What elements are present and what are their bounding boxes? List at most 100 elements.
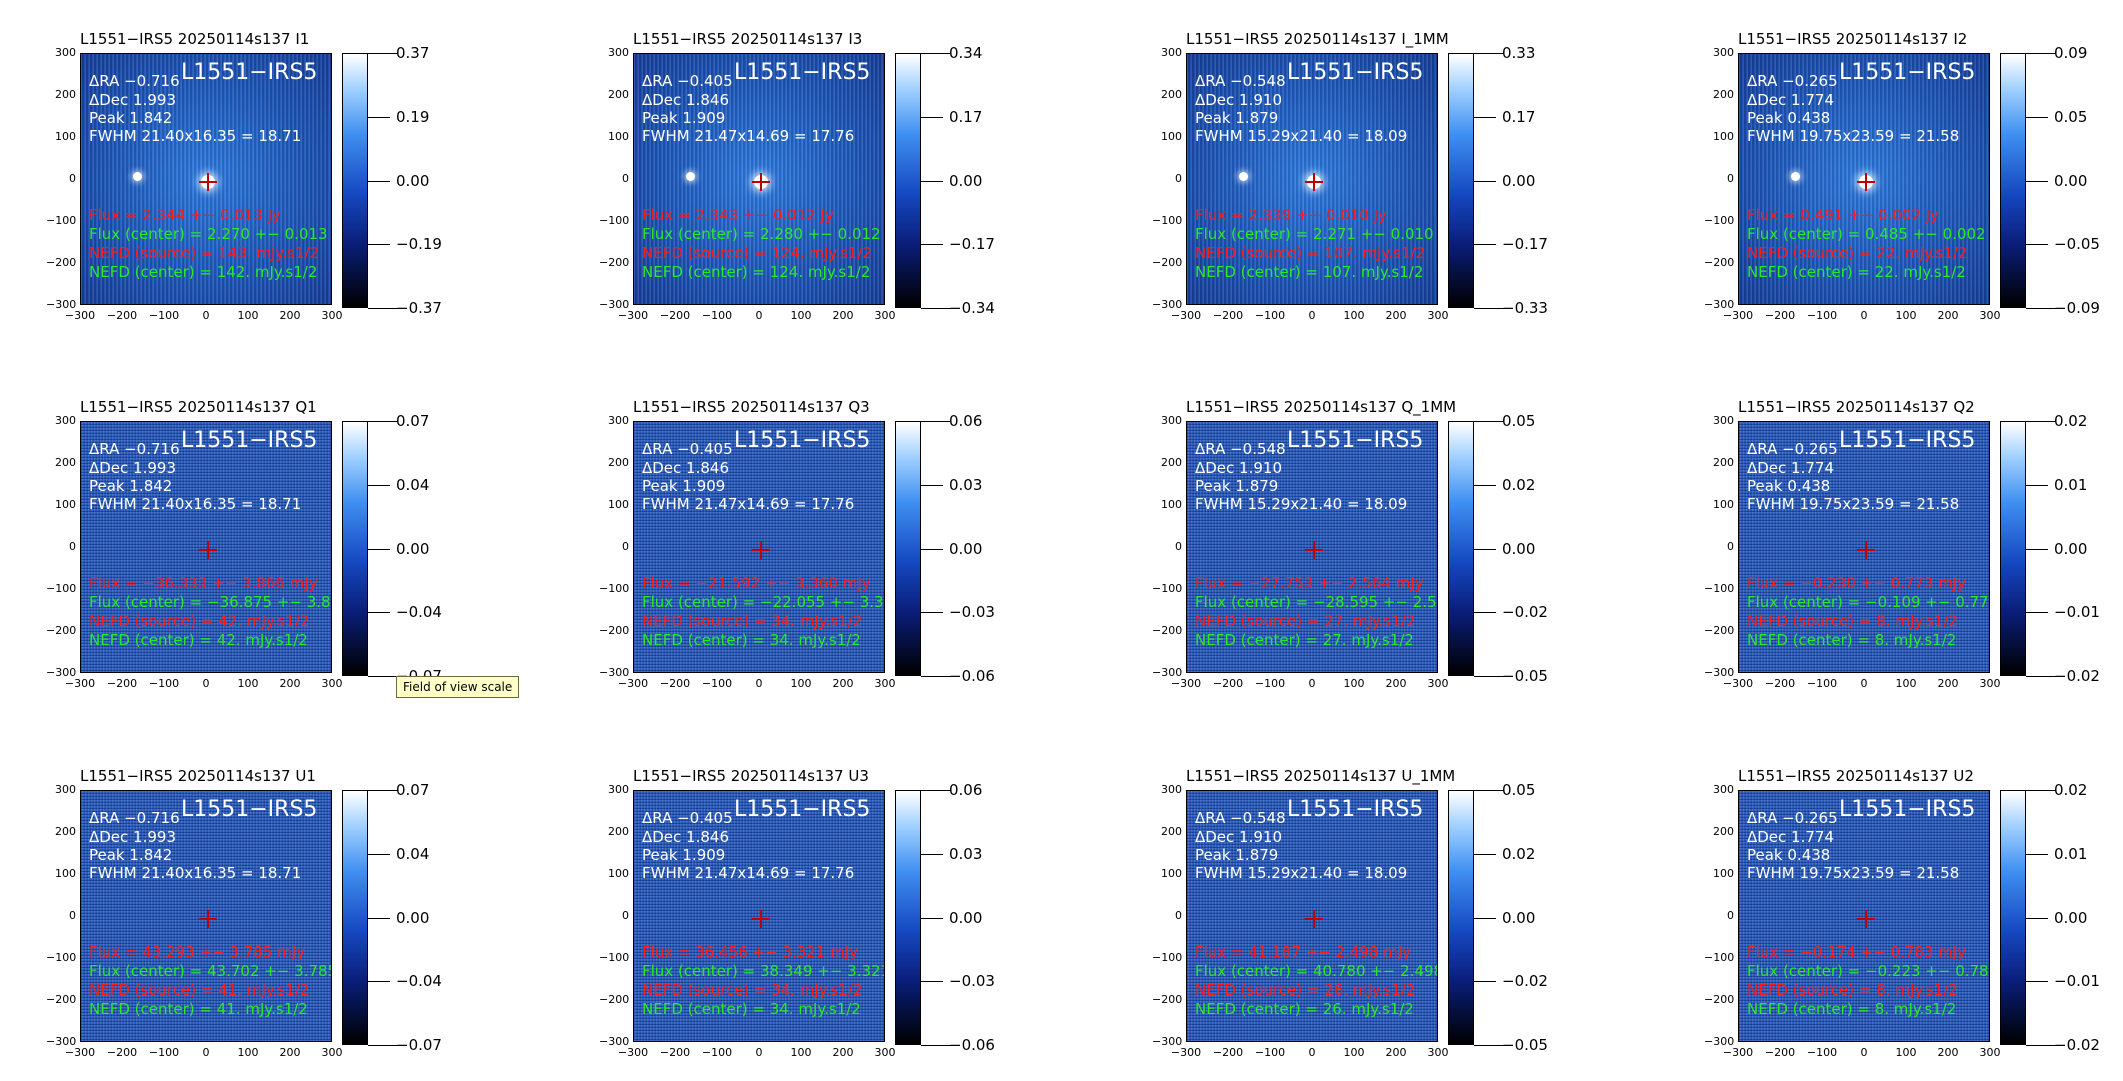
y-tick-label: 100 xyxy=(55,130,76,143)
colorbar-label: −0.02 xyxy=(2054,667,2100,685)
colorbar-label: −0.03 xyxy=(949,972,995,991)
x-tick-label: −200 xyxy=(1212,309,1244,322)
intensity-map[interactable]: L1551−IRS5 ΔRA −0.548 ΔDec 1.910 Peak 1.879… xyxy=(1186,790,1438,1042)
flux-line: Flux = 0.491 +− 0.002 Jy xyxy=(1747,206,1939,224)
nefd-center-line: NEFD (center) = 8. mJy.s1/2 xyxy=(1747,1000,1957,1018)
panel-title: L1551−IRS5 20250114s137 U1 xyxy=(80,767,316,785)
colorbar-label: −0.07 xyxy=(396,1036,442,1054)
x-tick-label: 200 xyxy=(279,677,301,690)
y-tick-label: −100 xyxy=(1152,951,1183,964)
y-tick-label: −200 xyxy=(599,993,630,1006)
flux-center-line: Flux (center) = 43.702 +− 3.785 mJy xyxy=(89,962,331,980)
colorbar-tick xyxy=(1474,116,1496,118)
panel-title: L1551−IRS5 20250114s137 I2 xyxy=(1738,30,1968,48)
nefd-source-line: NEFD (source) = 124. mJy.s1/2 xyxy=(642,244,872,262)
y-tick-label: 0 xyxy=(1175,909,1182,922)
colorbar-tick xyxy=(921,676,951,677)
nefd-source-line: NEFD (source) = 8. mJy.s1/2 xyxy=(1747,981,1958,999)
x-tick-label: 0 xyxy=(755,1046,763,1059)
companion-source-marker xyxy=(1791,172,1800,181)
source-info-line: Peak 0.438 xyxy=(1747,846,1831,864)
flux-line: Flux = 41.187 +− 2.498 mJy xyxy=(1195,943,1412,961)
y-tick-label: −100 xyxy=(599,951,630,964)
colorbar-tick xyxy=(2026,676,2056,677)
source-info-line: FWHM 21.47x14.69 = 17.76 xyxy=(642,864,855,882)
colorbar-label: 0.02 xyxy=(1502,844,1536,863)
y-tick-label: −100 xyxy=(1704,214,1735,227)
intensity-map[interactable]: L1551−IRS5 ΔRA −0.548 ΔDec 1.910 Peak 1.879… xyxy=(1186,421,1438,673)
y-tick-label: −100 xyxy=(46,214,77,227)
crosshair-vertical xyxy=(207,541,209,559)
source-info-line: ΔRA −0.265 xyxy=(1747,809,1838,827)
y-tick-label: 300 xyxy=(1161,46,1182,59)
crosshair-vertical xyxy=(1865,173,1867,191)
colorbar-tick xyxy=(921,917,943,919)
colorbar-tick xyxy=(921,790,951,791)
colorbar-tick xyxy=(921,612,943,614)
colorbar-label: 0.33 xyxy=(1502,44,1536,62)
y-tick-label: 200 xyxy=(55,456,76,469)
nefd-source-line: NEFD (source) = 34. mJy.s1/2 xyxy=(642,981,863,999)
nefd-source-line: NEFD (source) = 26. mJy.s1/2 xyxy=(1195,981,1416,999)
source-info-line: ΔRA −0.405 xyxy=(642,440,733,458)
y-tick-label: 0 xyxy=(1727,172,1734,185)
map-panel: L1551−IRS5 20250114s137 U1 L1551−IRS5 ΔRA … xyxy=(0,737,530,1067)
colorbar-tick xyxy=(1474,917,1496,919)
y-tick-label: 200 xyxy=(1161,456,1182,469)
crosshair-vertical xyxy=(1313,910,1315,928)
y-tick-label: −300 xyxy=(46,666,77,679)
flux-line: Flux = −36.333 +− 3.866 mJy xyxy=(89,574,318,592)
x-tick-label: 100 xyxy=(1343,1046,1365,1059)
x-tick-label: −300 xyxy=(64,677,96,690)
y-tick-label: −100 xyxy=(1704,582,1735,595)
colorbar-label: −0.37 xyxy=(396,299,442,317)
colorbar-tick xyxy=(1474,612,1496,614)
x-tick-label: −200 xyxy=(106,1046,138,1059)
source-info-line: ΔRA −0.548 xyxy=(1195,809,1286,827)
source-info-line: Peak 1.909 xyxy=(642,477,726,495)
intensity-map[interactable]: L1551−IRS5 ΔRA −0.265 ΔDec 1.774 Peak 0.438… xyxy=(1738,421,1990,673)
colorbar xyxy=(895,53,921,308)
source-info-line: ΔRA −0.265 xyxy=(1747,72,1838,90)
y-tick-label: −300 xyxy=(1152,666,1183,679)
intensity-map[interactable]: L1551−IRS5 ΔRA −0.548 ΔDec 1.910 Peak 1.879… xyxy=(1186,53,1438,305)
colorbar-tick xyxy=(1474,1045,1504,1046)
colorbar-label: 0.07 xyxy=(396,781,430,799)
intensity-map[interactable]: L1551−IRS5 ΔRA −0.265 ΔDec 1.774 Peak 0.438… xyxy=(1738,53,1990,305)
crosshair-vertical xyxy=(207,910,209,928)
intensity-map[interactable]: L1551−IRS5 ΔRA −0.716 ΔDec 1.993 Peak 1.842… xyxy=(80,53,332,305)
colorbar xyxy=(1448,421,1474,676)
panel-title: L1551−IRS5 20250114s137 Q3 xyxy=(633,398,870,416)
y-tick-label: −300 xyxy=(1152,298,1183,311)
colorbar-tick xyxy=(368,421,398,422)
intensity-map[interactable]: L1551−IRS5 ΔRA −0.265 ΔDec 1.774 Peak 0.438… xyxy=(1738,790,1990,1042)
y-tick-label: 100 xyxy=(1161,130,1182,143)
colorbar-label: −0.01 xyxy=(2054,972,2100,991)
flux-center-line: Flux (center) = 0.485 +− 0.002 Jy xyxy=(1747,225,1990,243)
x-tick-label: 200 xyxy=(832,677,854,690)
y-tick-label: 200 xyxy=(1161,825,1182,838)
crosshair-vertical xyxy=(207,173,209,191)
colorbar xyxy=(2000,53,2026,308)
intensity-map[interactable]: L1551−IRS5 ΔRA −0.716 ΔDec 1.993 Peak 1.842… xyxy=(80,421,332,673)
y-tick-label: 100 xyxy=(608,130,629,143)
intensity-map[interactable]: L1551−IRS5 ΔRA −0.716 ΔDec 1.993 Peak 1.842… xyxy=(80,790,332,1042)
intensity-map[interactable]: L1551−IRS5 ΔRA −0.405 ΔDec 1.846 Peak 1.909… xyxy=(633,790,885,1042)
colorbar-label: −0.01 xyxy=(2054,603,2100,622)
y-tick-label: 100 xyxy=(608,867,629,880)
colorbar-label: −0.02 xyxy=(1502,603,1548,622)
source-info-line: ΔDec 1.993 xyxy=(89,459,176,477)
colorbar-tick xyxy=(368,484,390,486)
colorbar xyxy=(895,790,921,1045)
source-info-line: ΔDec 1.910 xyxy=(1195,91,1282,109)
intensity-map[interactable]: L1551−IRS5 ΔRA −0.405 ΔDec 1.846 Peak 1.909… xyxy=(633,421,885,673)
y-tick-label: −300 xyxy=(1704,1035,1735,1048)
panel-title: L1551−IRS5 20250114s137 Q2 xyxy=(1738,398,1975,416)
object-name: L1551−IRS5 xyxy=(181,60,318,85)
x-tick-label: 300 xyxy=(874,677,896,690)
intensity-map[interactable]: L1551−IRS5 ΔRA −0.405 ΔDec 1.846 Peak 1.909… xyxy=(633,53,885,305)
flux-line: Flux = 36.456 +− 3.321 mJy xyxy=(642,943,859,961)
colorbar-label: −0.17 xyxy=(1502,235,1548,254)
colorbar-label: 0.00 xyxy=(949,539,983,558)
colorbar-label: 0.05 xyxy=(2054,107,2088,126)
